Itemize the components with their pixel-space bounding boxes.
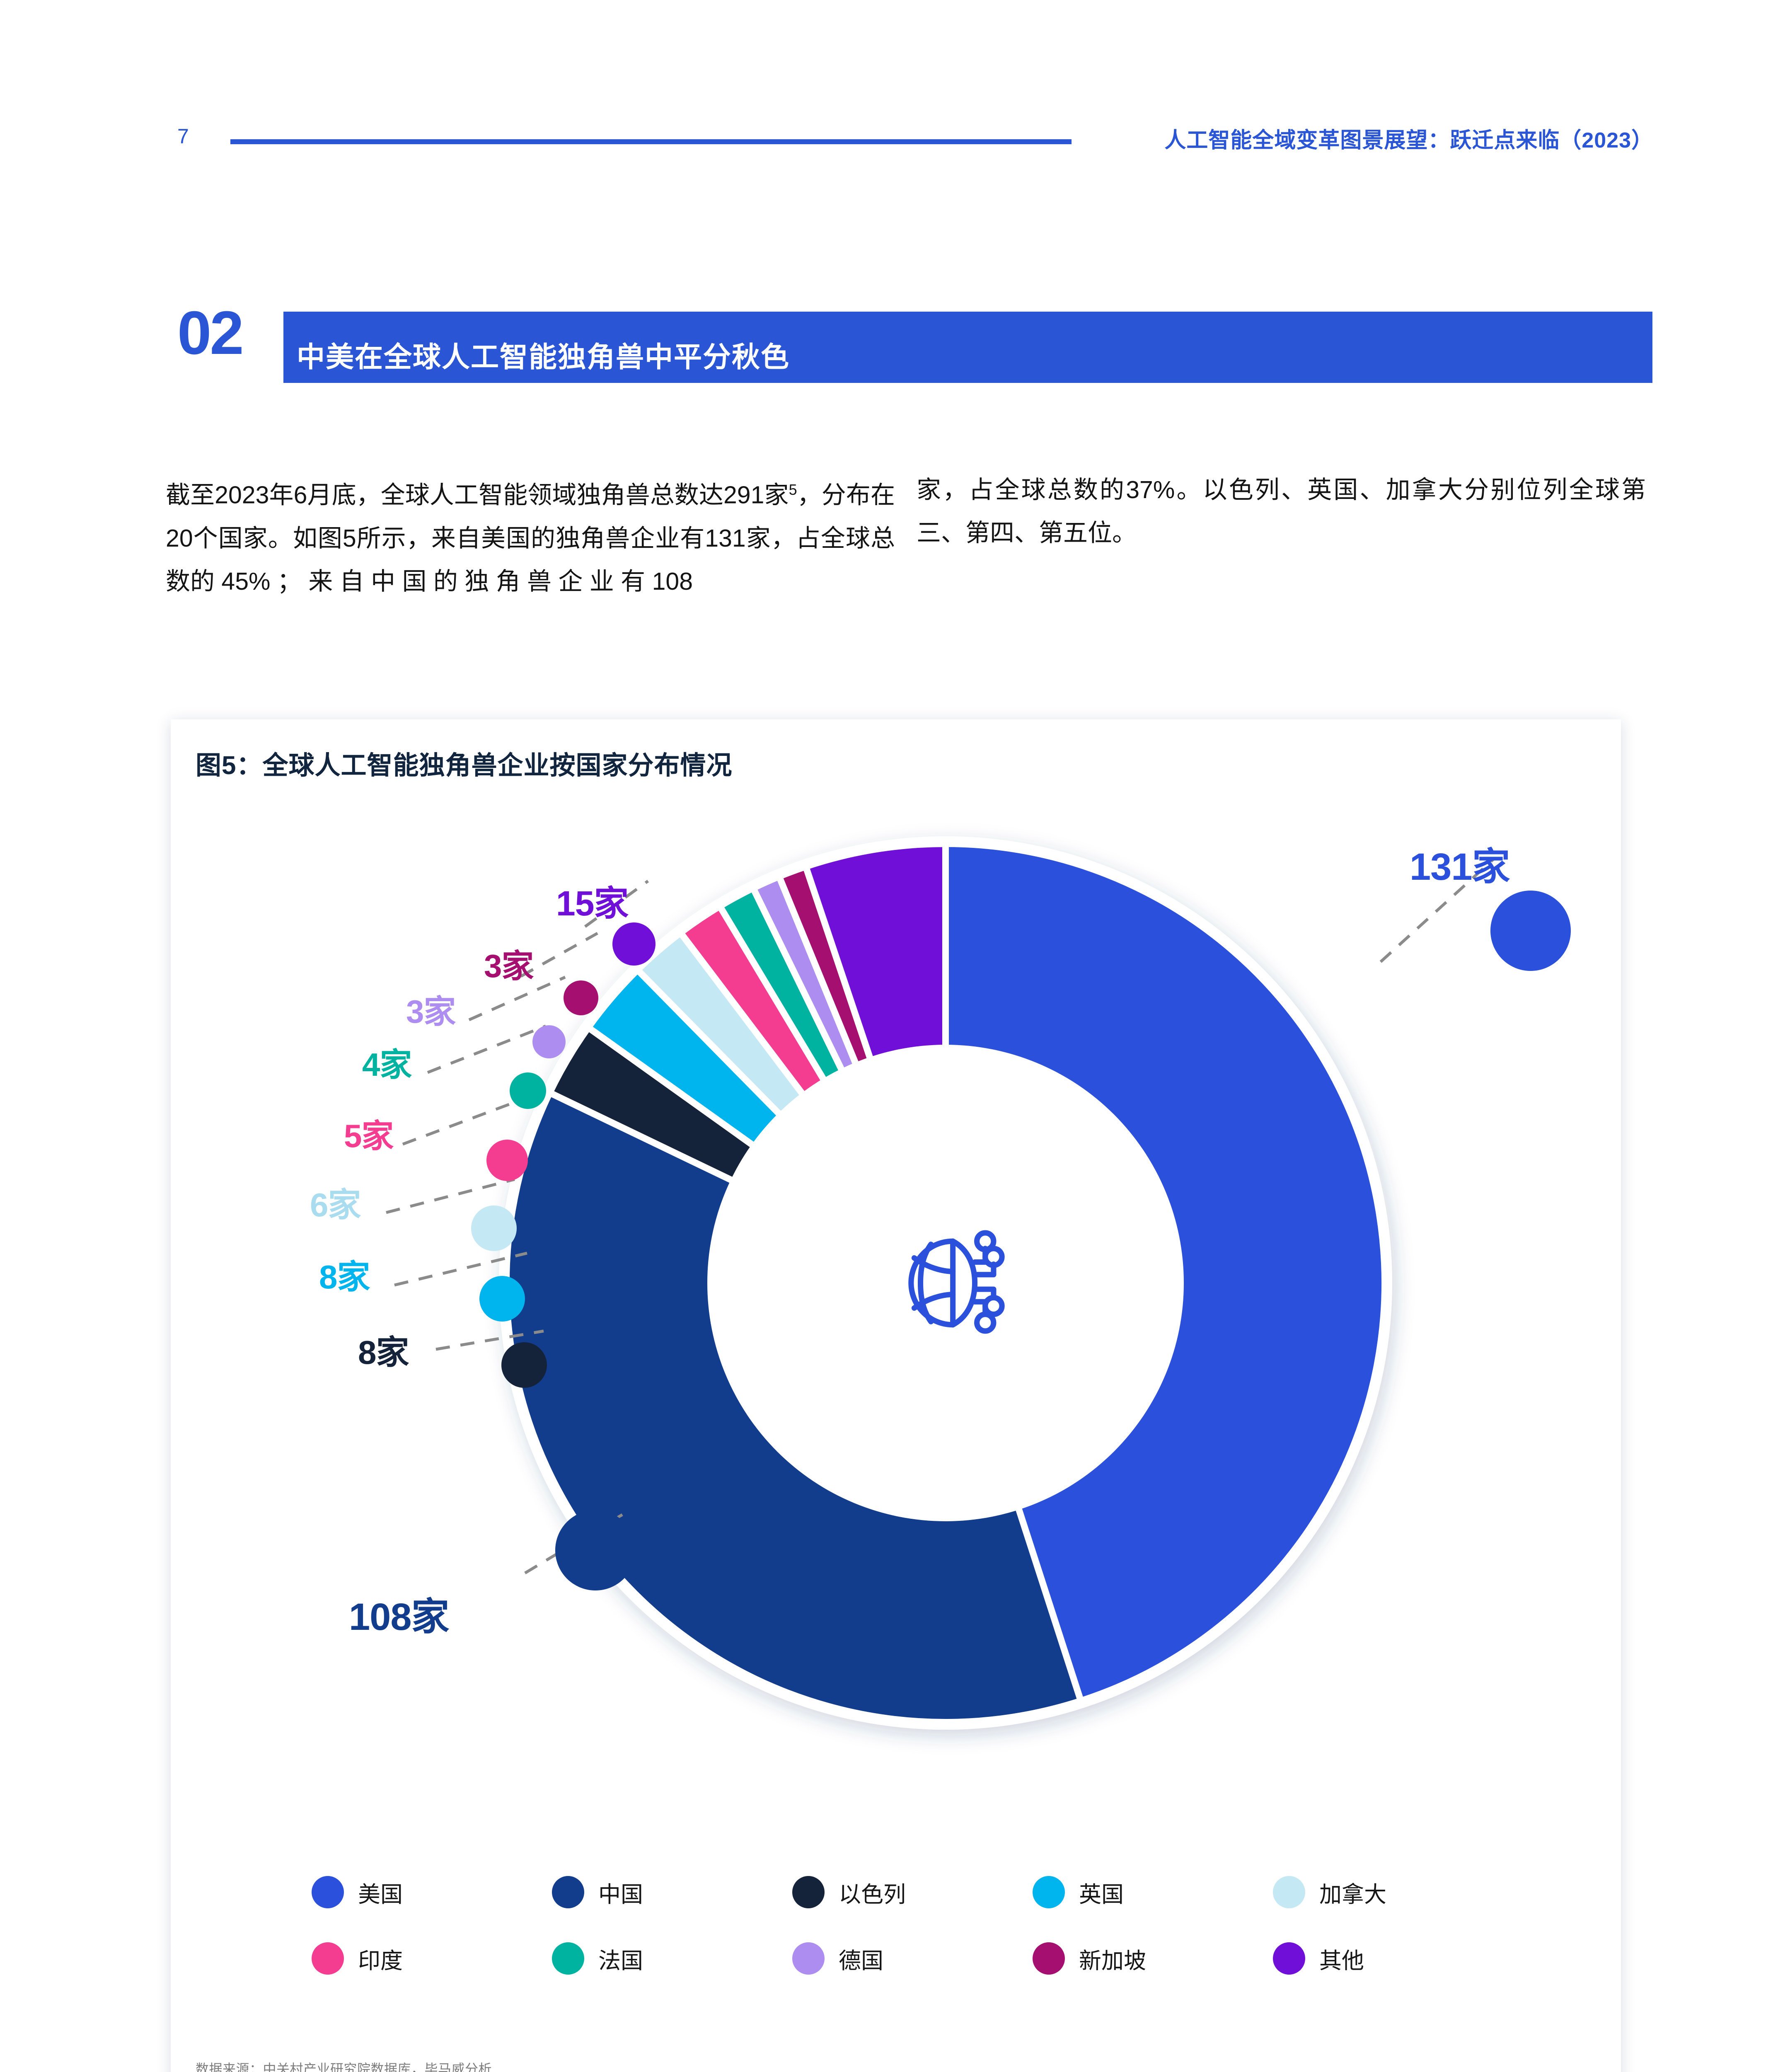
legend-item-fr[interactable]: 法国 (552, 1934, 792, 1983)
leader-line-us (1379, 857, 1496, 963)
page-number: 7 (177, 125, 189, 148)
legend-label-cn: 中国 (598, 1882, 643, 1907)
value-label-in: 5家 (344, 1118, 394, 1154)
legend-swatch-uk (1033, 1876, 1065, 1908)
anchor-dot-other (612, 922, 656, 966)
value-label-sg: 3家 (484, 948, 534, 984)
section-heading-text: 中美在全球人工智能独角兽中平分秋色 (297, 341, 790, 373)
anchor-dot-sg (564, 980, 598, 1015)
legend-item-in[interactable]: 印度 (312, 1934, 552, 1983)
anchor-dot-cn (555, 1510, 636, 1590)
legend-label-ca: 加拿大 (1319, 1882, 1386, 1907)
legend-label-de: 德国 (839, 1948, 883, 1973)
chart-legend: 美国 中国 以色列 英国 加拿大 (312, 1867, 1513, 2004)
legend-swatch-cn (552, 1876, 584, 1908)
legend-label-sg: 新加坡 (1079, 1948, 1146, 1973)
legend-item-sg[interactable]: 新加坡 (1033, 1934, 1273, 1983)
leader-line-fr (427, 1024, 547, 1074)
legend-label-il: 以色列 (839, 1882, 906, 1907)
legend-label-uk: 英国 (1079, 1882, 1124, 1907)
anchor-dot-fr (510, 1072, 546, 1109)
legend-swatch-other (1273, 1942, 1305, 1975)
legend-item-de[interactable]: 德国 (792, 1934, 1033, 1983)
anchor-dot-ca (471, 1205, 517, 1251)
donut-center-hole (707, 1045, 1184, 1521)
leader-line-in (402, 1096, 529, 1146)
chart-card: 图5：全球人工智能独角兽企业按国家分布情况 (171, 719, 1621, 2072)
section-number: 02 (177, 299, 244, 367)
anchor-dot-uk (479, 1276, 525, 1322)
leader-line-il (435, 1329, 544, 1351)
anchor-dot-de (532, 1025, 566, 1058)
body-paragraph-left: 截至2023年6月底，全球人工智能领域独角兽总数达291家5，分布在20个国家。… (166, 468, 895, 603)
value-label-uk: 8家 (319, 1259, 370, 1295)
value-label-cn: 108家 (349, 1596, 449, 1638)
body-left-part-b: ，分布在20个国家。如图5所示，来自美国的独角兽企业有131家，占全球总数的 4… (166, 481, 895, 595)
legend-row-2: 印度 法国 德国 新加坡 其他 (312, 1934, 1513, 1983)
body-left-part-a: 截至2023年6月底，全球人工智能领域独角兽总数达291家 (166, 481, 789, 509)
legend-label-fr: 法国 (598, 1948, 643, 1973)
footnote-marker-inline: 5 (789, 481, 797, 498)
donut-chart: 131家 108家 8家 8家 6家 5家 4家 3家 3家 15家 (171, 794, 1621, 1913)
globe-network-icon (908, 1230, 1005, 1334)
value-label-other: 15家 (556, 884, 629, 923)
legend-row-1: 美国 中国 以色列 英国 加拿大 (312, 1867, 1513, 1917)
chart-source-note: 数据来源：中关村产业研究院数据库，毕马威分析 (196, 2062, 492, 2072)
leader-line-de (468, 975, 566, 1021)
legend-item-ca[interactable]: 加拿大 (1273, 1867, 1513, 1917)
donut-chart-svg (386, 836, 1571, 1730)
anchor-dot-il (501, 1342, 547, 1388)
value-label-ca: 6家 (310, 1186, 361, 1223)
section-heading-band (283, 312, 1652, 383)
legend-swatch-il (792, 1876, 825, 1908)
header-divider-rule (230, 139, 1072, 144)
legend-item-us[interactable]: 美国 (312, 1867, 552, 1917)
legend-swatch-in (312, 1942, 344, 1975)
legend-swatch-fr (552, 1942, 584, 1975)
legend-swatch-us (312, 1876, 344, 1908)
legend-item-other[interactable]: 其他 (1273, 1934, 1513, 1983)
value-label-us: 131家 (1410, 846, 1510, 888)
legend-label-other: 其他 (1319, 1948, 1364, 1973)
legend-item-cn[interactable]: 中国 (552, 1867, 792, 1917)
value-label-il: 8家 (358, 1334, 409, 1371)
chart-title: 图5：全球人工智能独角兽企业按国家分布情况 (196, 751, 733, 780)
value-label-de: 3家 (406, 993, 456, 1030)
legend-swatch-sg (1033, 1942, 1065, 1975)
leader-line-ca (386, 1178, 515, 1214)
body-paragraph-right: 家，占全球总数的37%。以色列、英国、加拿大分别位列全球第三、第四、第五位。 (917, 476, 1646, 547)
legend-swatch-de (792, 1942, 825, 1975)
leader-line-other (584, 880, 649, 928)
legend-item-il[interactable]: 以色列 (792, 1867, 1033, 1917)
document-header-title: 人工智能全域变革图景展望：跃迁点来临（2023） (1164, 128, 1653, 152)
legend-item-uk[interactable]: 英国 (1033, 1867, 1273, 1917)
anchor-dot-in (486, 1140, 528, 1181)
legend-swatch-ca (1273, 1876, 1305, 1908)
legend-label-us: 美国 (358, 1882, 403, 1907)
label-anchor-dots (471, 891, 1571, 1590)
legend-label-in: 印度 (358, 1948, 403, 1973)
anchor-dot-us (1490, 891, 1571, 971)
value-label-fr: 4家 (362, 1046, 412, 1083)
